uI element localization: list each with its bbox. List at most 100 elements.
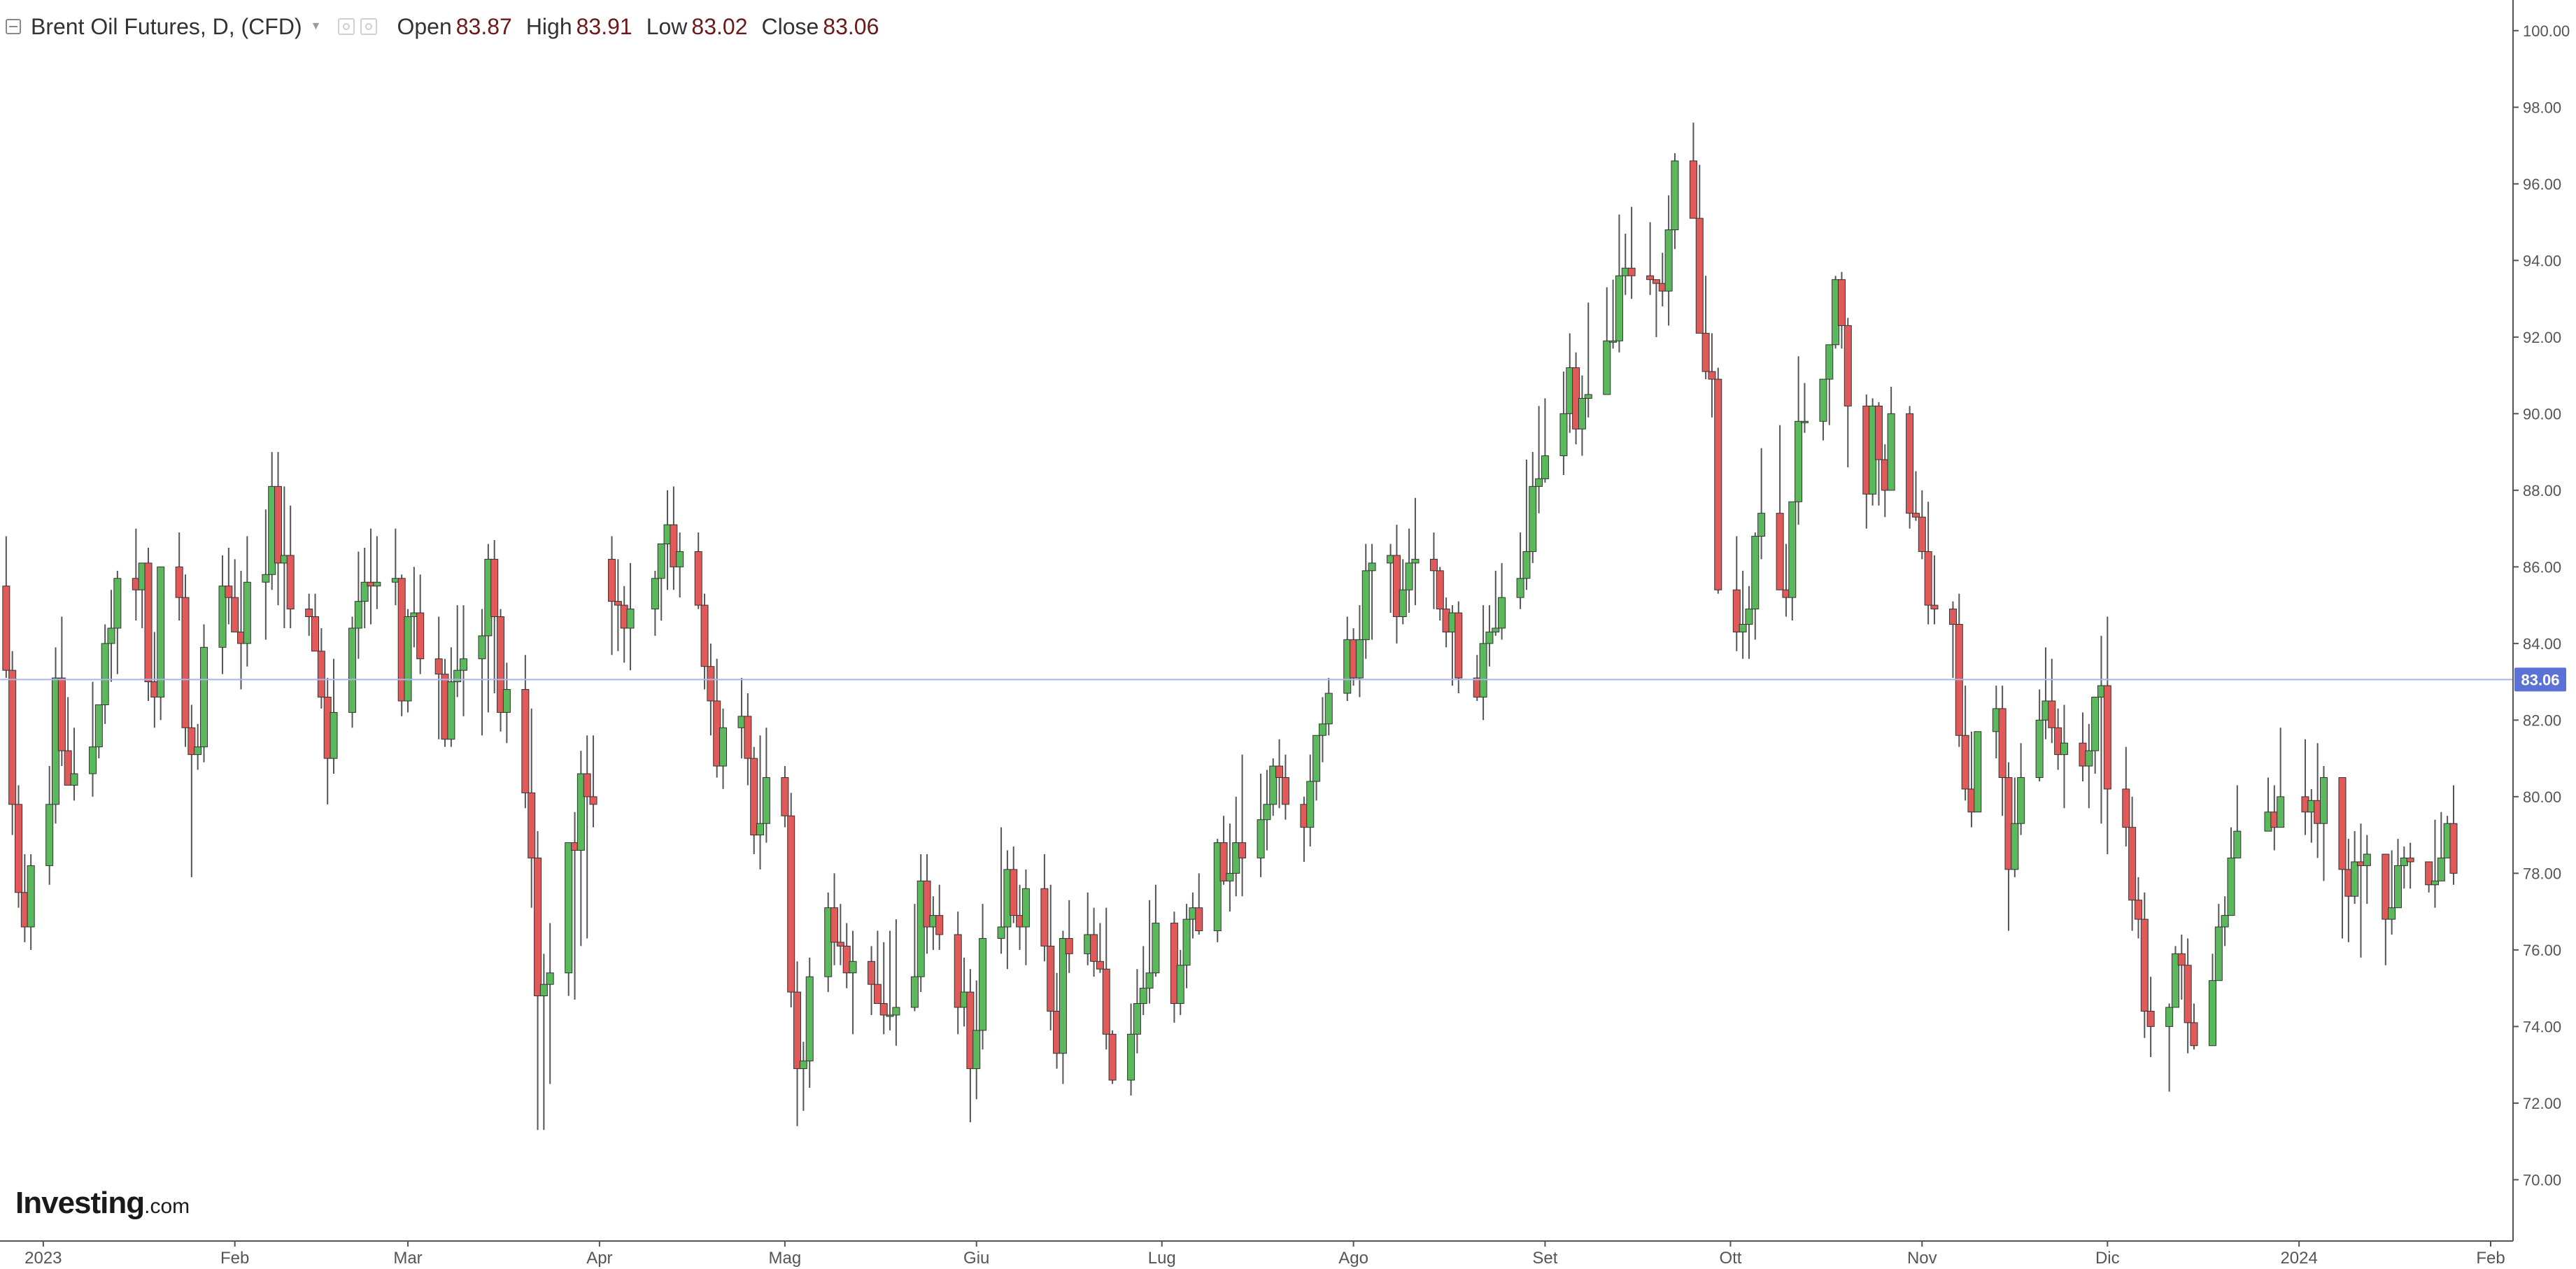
candle [935,884,944,950]
candle [1516,532,1524,609]
candle-body-down [1238,842,1247,858]
candle-body-down [181,597,190,728]
collapse-legend-icon[interactable] [6,19,21,34]
candle-body-down [1701,332,1710,372]
candle [1108,1030,1117,1084]
candle [2449,785,2458,885]
x-tick-label: Mag [769,1249,802,1268]
candle-body-down [490,558,499,618]
x-tick-label: Ott [1719,1249,1741,1268]
candle [1257,774,1265,877]
candle-body-up [1739,623,1747,632]
candle [1800,383,1809,433]
candle-body-up [447,681,455,740]
candle [546,923,554,1084]
candle-body-down [744,716,752,759]
candle [534,831,542,1130]
candle-body-up [2351,861,2359,897]
candle [1040,853,1049,962]
chart-legend: Brent Oil Futures, D, (CFD) ▼ Open 83.87 … [6,11,879,42]
chevron-down-icon[interactable]: ▼ [310,20,322,32]
candle-body-down [274,485,283,564]
candle-body-up [373,581,381,587]
candle-body-down [1874,405,1883,460]
candle-body-down [670,524,678,567]
candle [144,547,153,701]
candle [1578,375,1586,456]
y-tick-label: 84.00 [2523,635,2561,653]
candle [1059,930,1067,1084]
candle-body-down [873,984,882,1005]
candle [521,655,530,809]
candle [175,532,183,621]
candle-body-up [1021,888,1030,928]
candle [781,766,789,828]
candle-body-down [694,551,702,606]
candle [1522,460,1531,590]
candle-body-down [2190,1022,2198,1047]
candle [1652,279,1660,337]
settings-icon[interactable] [360,18,378,35]
candle [1281,754,1289,820]
candle [892,919,900,1046]
candle-body-up [404,616,412,702]
candle-body-down [1930,604,1939,610]
candle [1152,884,1160,977]
candle-body-down [521,689,530,793]
candle [1843,318,1852,467]
candle-body-up [2221,915,2229,928]
candle-body-down [2146,1010,2155,1027]
candle-body-up [1535,478,1543,487]
candle-body-down [1843,325,1852,406]
candle-body-down [187,727,196,756]
x-axis[interactable]: 2023 Feb Mar Apr Mag Giu Lug Ago Set Ott Nov Dic 202… [24,1241,2505,1268]
candle [70,728,78,801]
candle-body-up [330,711,338,759]
candle-body-down [781,777,789,816]
candle-body-down [144,562,153,683]
candle [2351,831,2359,905]
candle [1238,754,1247,897]
candle-body-down [1918,516,1926,552]
visibility-icon[interactable] [338,18,355,35]
candle-body-up [546,972,554,985]
candle [910,904,919,1012]
candle-body-down [608,558,616,602]
candle [2134,877,2142,939]
low-label: Low [646,13,688,39]
candle [1757,448,1766,560]
candle [2,536,10,679]
candle-body-down [1689,160,1697,219]
instrument-title[interactable]: Brent Oil Futures, D, (CFD) [31,13,302,39]
candle-body-up [243,581,251,644]
candle [2233,785,2242,858]
candle [2011,777,2019,877]
candle [1788,501,1797,621]
candle [1324,678,1333,736]
candle-body-down [1275,765,1284,778]
candle [2085,723,2093,809]
candle [2388,850,2396,935]
candle [1751,532,1760,640]
candle-body-up [113,578,122,629]
candle [1170,912,1178,1023]
candle [416,574,425,674]
candle [2184,938,2192,1054]
candle [842,923,851,988]
candle-body-up [1492,628,1500,632]
candle [762,728,770,843]
candle-body-up [539,984,548,997]
y-axis[interactable]: 70.00 72.00 74.00 76.00 78.00 80.00 82.00 84.00… [2513,22,2570,1189]
candle-body-up [2085,750,2093,767]
candle [756,735,765,870]
candle [2393,839,2402,909]
candle-body-down [416,612,425,660]
candle [589,735,597,828]
candle-body-down [793,991,802,1070]
candle [2227,827,2235,916]
candle-body-down [2140,919,2149,1012]
candle-body-up [1059,937,1067,1054]
candle-body-up [1795,420,1803,502]
